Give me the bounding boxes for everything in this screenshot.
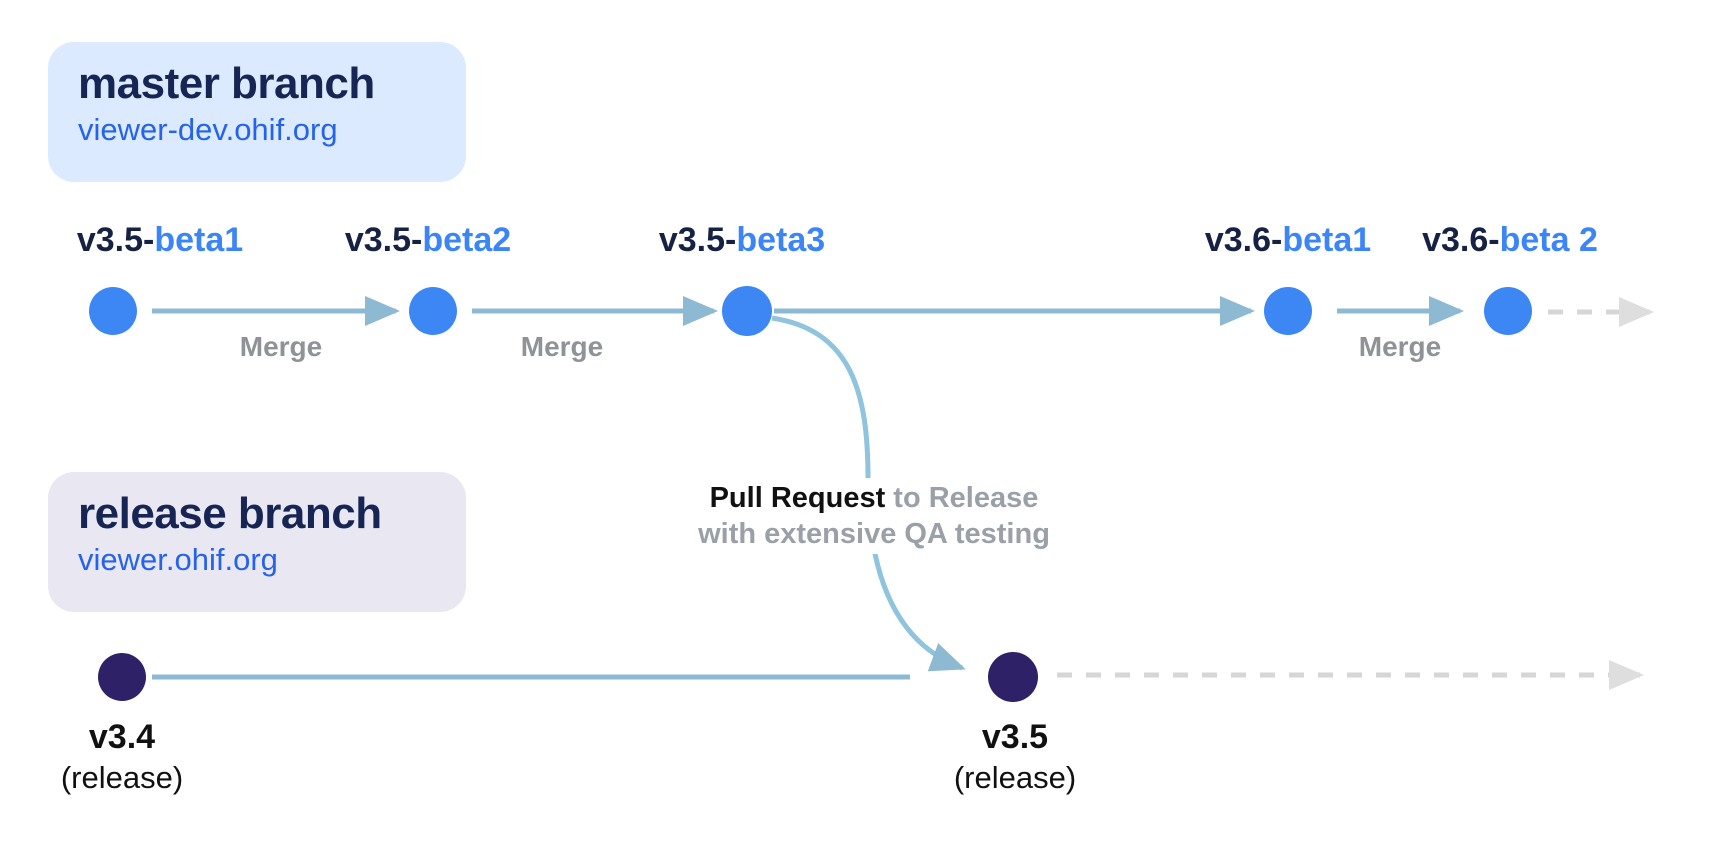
merge-label-3: Merge [1358,331,1442,362]
release-dot-v3.4 [98,653,146,701]
tag-v3.5-beta1: v3.5-beta1 [77,221,243,259]
release-note: (release) [60,760,184,795]
tag-beta: beta1 [154,221,244,259]
tag-version: v3.6- [1422,221,1500,259]
pull-request-note-line2: with extensive QA testing [698,518,1050,550]
commit-dot-v3.6-beta1 [1264,287,1312,335]
commit-dot-v3.5-beta3 [722,286,772,336]
tag-version: v3.5- [344,221,423,259]
master-branch-box: master branch viewer-dev.ohif.org [48,42,466,182]
release-note: (release) [953,760,1077,795]
release-version: v3.4 [88,718,156,756]
tag-beta: beta 2 [1499,221,1598,259]
commit-dot-v3.6-beta2 [1484,287,1532,335]
master-branch-title: master branch [78,59,375,108]
release-branch-box: release branch viewer.ohif.org [48,472,466,612]
commit-dot-v3.5-beta1 [89,287,137,335]
tag-v3.5-beta3: v3.5-beta3 [659,221,825,259]
release-version: v3.5 [981,718,1049,756]
commit-dot-v3.5-beta2 [409,287,457,335]
tag-v3.6-beta1: v3.6-beta1 [1205,221,1371,259]
pull-request-note-bold: Pull Request [709,482,886,514]
merge-label-1: Merge [239,331,323,362]
tag-beta: beta3 [736,221,826,259]
pull-request-note-line1: Pull Request to Release [698,480,1050,516]
tag-version: v3.6- [1204,221,1283,259]
tag-beta: beta1 [1282,221,1372,259]
pull-request-note-rest: to Release [885,482,1039,514]
tag-v3.5-beta2: v3.5-beta2 [345,221,511,259]
merge-label-2: Merge [520,331,604,362]
tag-version: v3.5- [658,221,737,259]
master-branch-url: viewer-dev.ohif.org [78,112,338,147]
release-dot-v3.5 [988,652,1038,702]
tag-version: v3.5- [76,221,155,259]
tag-beta: beta2 [422,221,512,259]
release-branch-url: viewer.ohif.org [78,542,278,577]
tag-v3.5-release: v3.5 (release) [954,716,1076,798]
tag-v3.4-release: v3.4 (release) [61,716,183,798]
release-branch-title: release branch [78,489,382,538]
pull-request-note: Pull Request to Release with extensive Q… [686,478,1062,554]
tag-v3.6-beta2: v3.6-beta 2 [1422,221,1598,259]
